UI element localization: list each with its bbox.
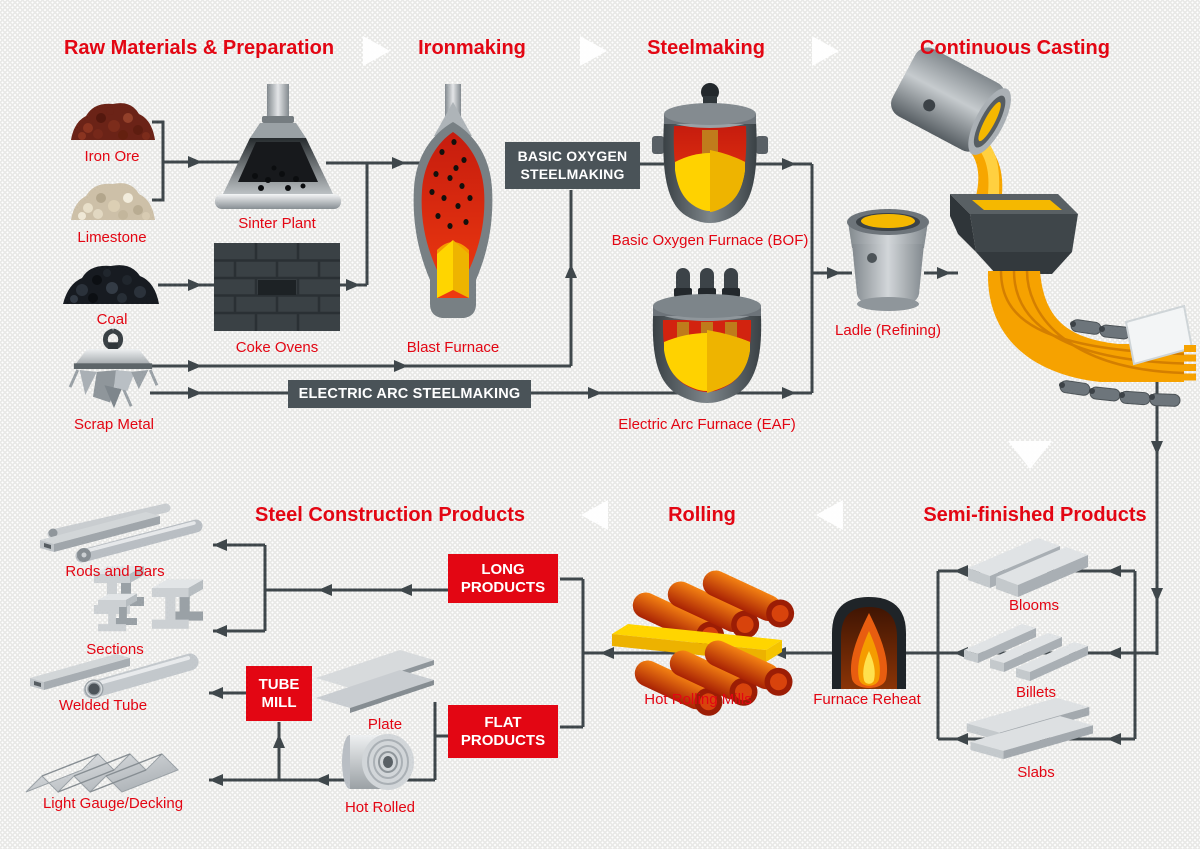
limestone-label: Limestone <box>77 229 147 246</box>
coal-label: Coal <box>96 311 128 328</box>
basic-oxygen-steelmaking-box: BASIC OXYGEN STEELMAKING <box>505 142 640 189</box>
coal-pile-graphic <box>63 265 159 304</box>
light-gauge-decking-graphic <box>25 753 179 793</box>
heading-semi-finished: Semi-finished Products <box>923 504 1147 526</box>
coke-ovens-graphic <box>214 243 340 331</box>
ladle-label: Ladle (Refining) <box>835 322 941 339</box>
long-products-box: LONG PRODUCTS <box>448 554 558 603</box>
hot-rolled-label: Hot Rolled <box>344 799 416 816</box>
ladle-graphic <box>847 209 929 311</box>
hot-rolling-mills-graphic <box>612 570 795 716</box>
blast-furnace-graphic <box>413 84 493 318</box>
scrap-metal-label: Scrap Metal <box>73 416 155 433</box>
pouring-ladle-graphic <box>891 47 1011 155</box>
slabs-graphic <box>966 697 1093 760</box>
eaf-label: Electric Arc Furnace (EAF) <box>618 416 796 433</box>
chevron-left-icon <box>581 500 608 530</box>
heading-construction-products: Steel Construction Products <box>254 504 526 526</box>
rods-and-bars-graphic <box>40 503 203 563</box>
blooms-graphic <box>968 538 1088 597</box>
heading-continuous-casting: Continuous Casting <box>920 37 1110 59</box>
sections-graphic <box>94 566 203 632</box>
heading-ironmaking: Ironmaking <box>418 37 526 59</box>
chevron-left-icon <box>816 500 843 530</box>
plate-label: Plate <box>367 716 403 733</box>
sections-label: Sections <box>86 641 144 658</box>
electric-arc-steelmaking-box: ELECTRIC ARC STEELMAKING <box>288 380 531 408</box>
blast-furnace-label: Blast Furnace <box>406 339 500 356</box>
sinter-plant-label: Sinter Plant <box>238 215 316 232</box>
rods-and-bars-label: Rods and Bars <box>65 563 165 580</box>
iron-ore-pile-graphic <box>71 103 155 140</box>
coke-ovens-label: Coke Ovens <box>235 339 319 356</box>
heading-raw-materials: Raw Materials & Preparation <box>63 37 335 59</box>
caster-rollers-graphic <box>1059 319 1181 407</box>
heading-steelmaking: Steelmaking <box>647 37 765 59</box>
bof-vessel-graphic <box>652 83 768 223</box>
welded-tube-graphic <box>30 653 199 699</box>
welded-tube-label: Welded Tube <box>58 697 148 714</box>
plate-graphic <box>316 650 434 713</box>
sinter-plant-graphic <box>215 84 341 209</box>
chevron-right-icon <box>580 36 607 66</box>
hot-rolled-coil-graphic <box>342 734 414 790</box>
furnace-reheat-label: Furnace Reheat <box>813 691 921 708</box>
bof-label: Basic Oxygen Furnace (BOF) <box>611 232 809 249</box>
limestone-pile-graphic <box>71 183 155 220</box>
furnace-reheat-graphic <box>832 597 906 689</box>
billets-graphic <box>964 624 1088 681</box>
eaf-vessel-graphic <box>652 268 762 403</box>
section-chevrons <box>363 36 1052 530</box>
iron-ore-label: Iron Ore <box>84 148 140 165</box>
continuous-caster-graphic <box>891 47 1196 407</box>
scrap-metal-magnet-graphic <box>68 328 159 409</box>
billets-label: Billets <box>1015 684 1057 701</box>
tundish-graphic <box>950 194 1078 274</box>
slabs-label: Slabs <box>1017 764 1055 781</box>
chevron-right-icon <box>363 36 390 66</box>
tube-mill-box: TUBE MILL <box>246 666 312 721</box>
chevron-right-icon <box>812 36 839 66</box>
hot-rolling-mills-label: Hot Rolling Mills <box>644 691 752 708</box>
light-gauge-decking-label: Light Gauge/Decking <box>42 795 184 812</box>
bottom-rollers <box>634 640 793 716</box>
chevron-down-icon <box>1008 441 1052 469</box>
heading-rolling: Rolling <box>668 504 736 526</box>
blooms-label: Blooms <box>1008 597 1060 614</box>
flat-products-box: FLAT PRODUCTS <box>448 705 558 758</box>
